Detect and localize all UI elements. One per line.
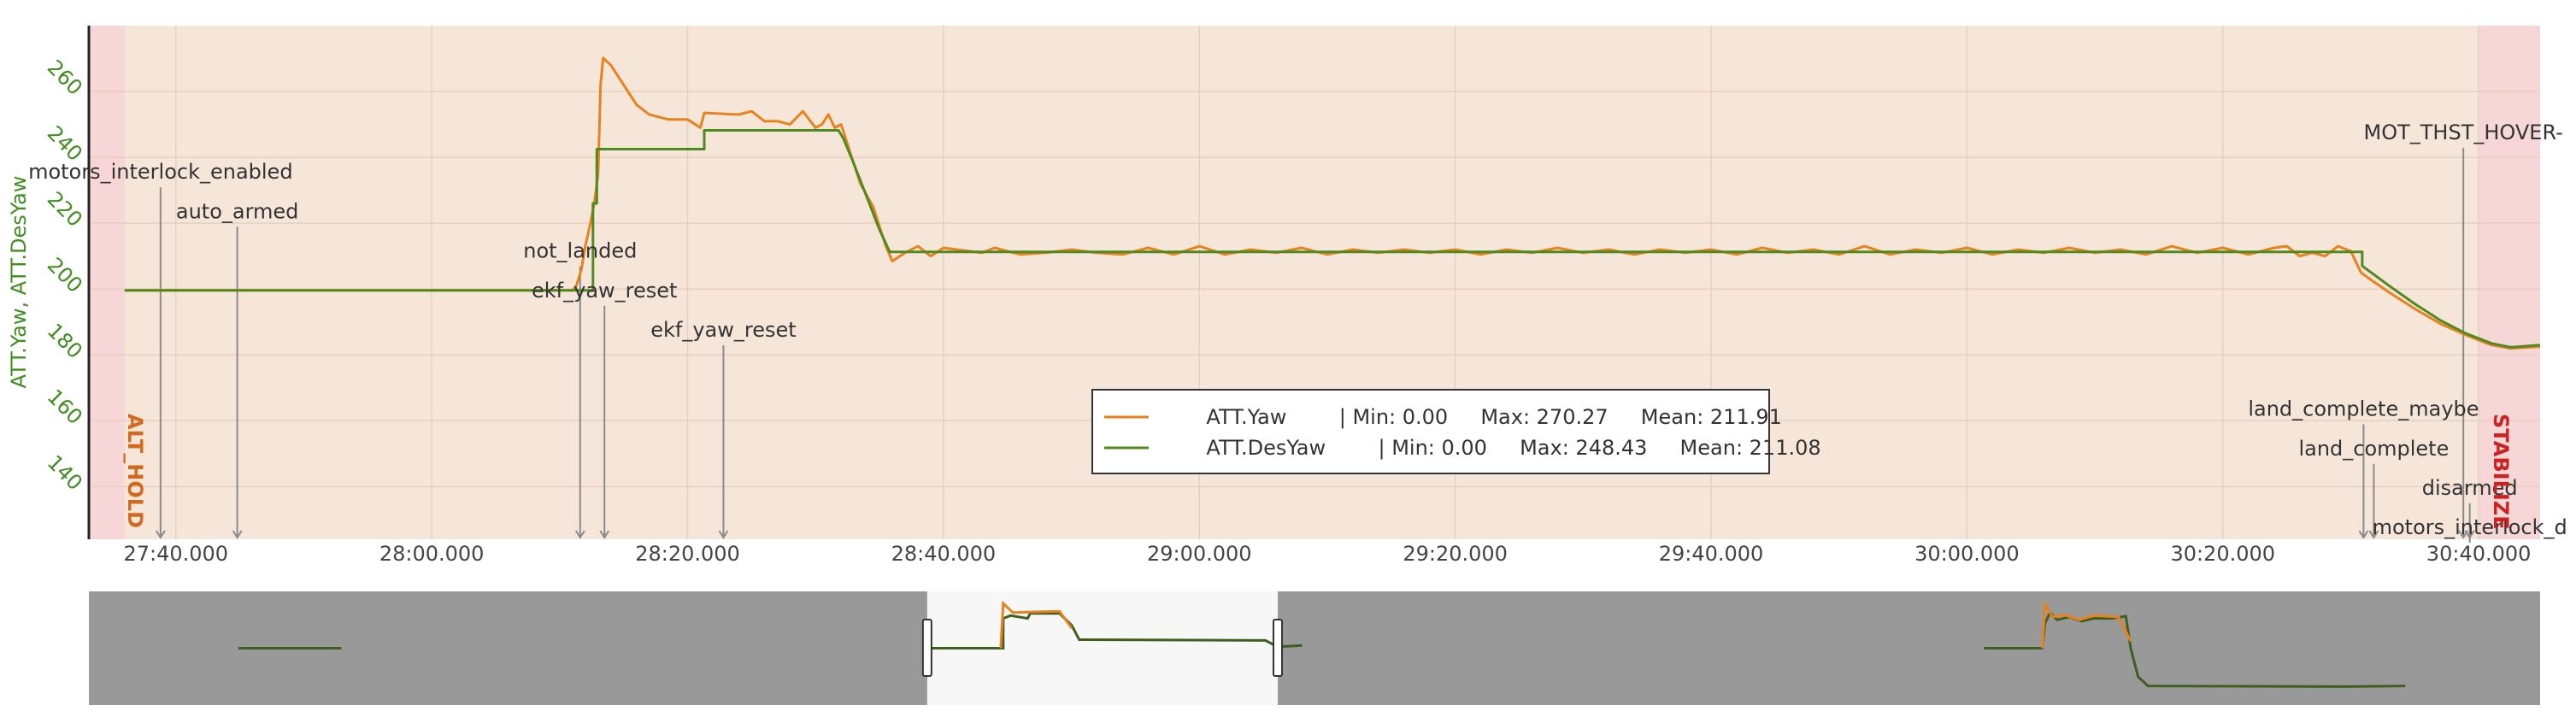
range-selector-overview[interactable] bbox=[89, 591, 2540, 705]
annotation-arrow bbox=[2358, 530, 2369, 539]
x-tick-label: 30:00.000 bbox=[1914, 542, 2020, 566]
y-tick-label: 140 bbox=[43, 450, 87, 495]
annotation-arrow bbox=[718, 530, 729, 539]
annotation-arrow bbox=[2464, 530, 2475, 539]
y-tick-label: 200 bbox=[43, 253, 87, 297]
event-annotation-labels: motors_interlock_enabled auto_armed not_la… bbox=[28, 120, 2567, 539]
y-axis-label: ATT.Yaw, ATT.DesYaw bbox=[7, 176, 31, 389]
mode-label-stabilize: STABILIZE bbox=[2489, 414, 2513, 530]
y-tick-label: 220 bbox=[43, 187, 87, 232]
range-handle-right[interactable] bbox=[1272, 619, 1283, 677]
annotation-arrow bbox=[574, 530, 585, 539]
annotation-ekf-yaw-reset[interactable]: ekf_yaw_reset bbox=[532, 279, 677, 303]
flight-mode-bands bbox=[89, 26, 2540, 539]
legend-series-stats: | Min: 0.00 Max: 270.27 Mean: 211.91 bbox=[1339, 405, 1782, 429]
overview-series-line bbox=[1984, 610, 2406, 688]
legend-entry-att-desyaw[interactable]: ATT.DesYaw | Min: 0.00 Max: 248.43 Mean:… bbox=[1161, 436, 1854, 460]
range-handle-left[interactable] bbox=[921, 619, 932, 677]
legend-box bbox=[1091, 389, 1770, 474]
annotation-motors-interlock-d[interactable]: motors_interlock_d bbox=[2373, 515, 2567, 539]
x-tick-label: 29:40.000 bbox=[1659, 542, 1764, 566]
legend-series-stats: | Min: 0.00 Max: 248.43 Mean: 211.08 bbox=[1379, 436, 1821, 460]
x-axis-ticks: 27:40.000 28:00.000 28:20.000 28:40.000 29:0… bbox=[123, 542, 2531, 566]
annotation-land-complete-maybe[interactable]: land_complete_maybe bbox=[2248, 397, 2479, 421]
annotation-arrow bbox=[599, 530, 610, 539]
annotation-arrow bbox=[155, 530, 166, 539]
x-tick-label: 30:20.000 bbox=[2170, 542, 2275, 566]
mode-label-alt-hold: ALT_HOLD bbox=[123, 414, 147, 528]
legend[interactable]: ATT.Yaw | Min: 0.00 Max: 270.27 Mean: 21… bbox=[1091, 389, 1854, 474]
annotation-mot-thst-hover[interactable]: MOT_THST_HOVER- bbox=[2364, 120, 2563, 144]
x-tick-label: 29:20.000 bbox=[1403, 542, 1508, 566]
flight-mode-labels: ALT_HOLD STABILIZE bbox=[123, 414, 2513, 530]
annotation-auto-armed[interactable]: auto_armed bbox=[176, 199, 299, 223]
annotation-motors-interlock-enabled[interactable]: motors_interlock_enabled bbox=[28, 160, 292, 184]
x-tick-label: 29:00.000 bbox=[1147, 542, 1252, 566]
annotation-arrow bbox=[2368, 530, 2379, 539]
event-annotation-lines bbox=[155, 147, 2475, 544]
y-tick-label: 180 bbox=[43, 319, 87, 363]
overview-series-line bbox=[2041, 599, 2132, 649]
annotation-land-complete[interactable]: land_complete bbox=[2298, 437, 2449, 461]
overview-series-lines bbox=[238, 599, 2406, 688]
mode-band-alt-hold bbox=[89, 26, 125, 539]
x-tick-label: 27:40.000 bbox=[123, 542, 228, 566]
legend-series-name: ATT.Yaw bbox=[1206, 405, 1286, 429]
legend-entry-att-yaw[interactable]: ATT.Yaw | Min: 0.00 Max: 270.27 Mean: 21… bbox=[1161, 405, 1814, 429]
series-line-att-desyaw[interactable] bbox=[124, 129, 2541, 349]
x-tick-label: 30:40.000 bbox=[2426, 542, 2532, 566]
annotation-disarmed[interactable]: disarmed bbox=[2422, 476, 2518, 500]
x-tick-label: 28:40.000 bbox=[891, 542, 997, 566]
x-tick-label: 28:20.000 bbox=[635, 542, 740, 566]
annotation-ekf-yaw-reset[interactable]: ekf_yaw_reset bbox=[650, 318, 796, 342]
series-lines bbox=[124, 56, 2541, 350]
y-tick-label: 260 bbox=[43, 56, 87, 100]
legend-series-name: ATT.DesYaw bbox=[1206, 436, 1326, 460]
overview-series-line bbox=[999, 600, 1073, 649]
overview-background bbox=[89, 591, 2540, 705]
annotation-not-landed[interactable]: not_landed bbox=[523, 239, 637, 263]
annotation-arrow bbox=[232, 530, 243, 539]
mode-band-stabilize bbox=[2479, 26, 2540, 539]
x-tick-label: 28:00.000 bbox=[379, 542, 485, 566]
y-tick-label: 160 bbox=[43, 385, 87, 429]
